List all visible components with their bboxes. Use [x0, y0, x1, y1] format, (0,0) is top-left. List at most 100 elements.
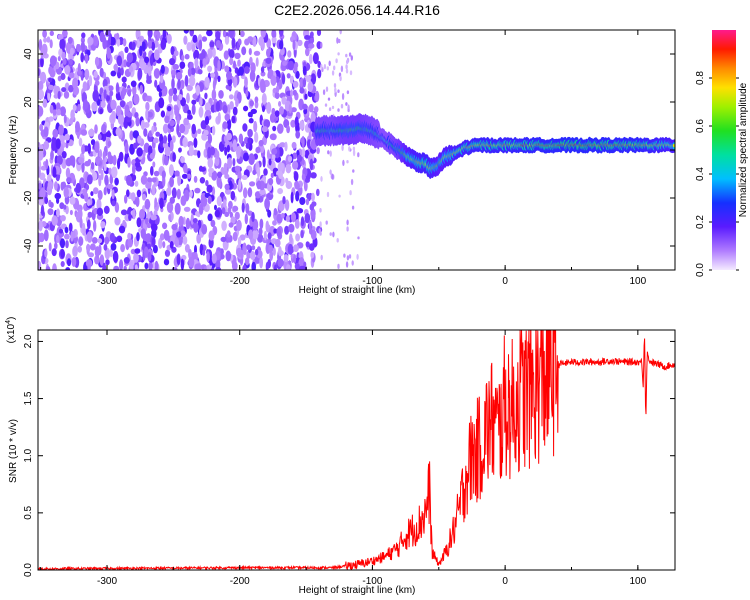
spectrogram-noise-cell: [221, 220, 227, 231]
spectrogram-noise-cell: [232, 106, 238, 116]
spectrogram-noise-cell: [337, 52, 340, 56]
spectrogram-noise-cell: [117, 72, 121, 79]
x-tick-label: -200: [230, 276, 250, 287]
spectrogram-noise-cell: [54, 192, 62, 200]
colorbar-tick-label: 0.4: [695, 167, 706, 181]
spectrogram-noise-cell: [45, 158, 49, 170]
spectrogram-noise-cell: [120, 209, 128, 216]
spectrogram-noise-cell: [188, 257, 195, 268]
spectrogram-noise-cell: [217, 59, 221, 72]
spectrogram-noise-cell: [151, 125, 155, 135]
spectrogram-noise-cell: [43, 126, 49, 138]
spectrogram-noise-cell: [47, 91, 51, 102]
spectrogram-noise-cell: [252, 218, 259, 231]
spectrogram-noise-cell: [49, 104, 54, 114]
spectrogram-noise-cell: [38, 39, 43, 51]
spectrogram-noise-cell: [103, 187, 107, 196]
spectrogram-noise-cell: [267, 232, 272, 240]
spectrogram-noise-cell: [350, 55, 353, 61]
spectrogram-noise-cell: [63, 91, 70, 99]
spectrogram-noise-cell: [80, 129, 88, 136]
spectrogram-noise-cell: [240, 249, 244, 260]
spectrogram-noise-cell: [132, 208, 136, 220]
spectrogram-noise-cell: [91, 237, 98, 244]
spectrogram-noise-cell: [103, 243, 108, 251]
spectrogram-noise-cell: [153, 170, 160, 177]
spectrogram-noise-cell: [151, 41, 156, 51]
spectrogram-noise-cell: [179, 230, 186, 238]
spectrogram-noise-cell: [62, 30, 68, 37]
spectrogram-noise-cell: [340, 65, 344, 73]
spectrogram-noise-cell: [265, 220, 270, 233]
spectrogram-noise-cell: [150, 166, 154, 176]
spectrogram-noise-cell: [77, 103, 81, 112]
spectrogram-noise-cell: [248, 153, 255, 166]
spectrogram-noise-cell: [132, 130, 139, 139]
spectrogram-noise-cell: [245, 89, 249, 97]
spectrogram-noise-cell: [238, 133, 244, 144]
spectrogram-noise-cell: [262, 156, 266, 168]
spectrogram-noise-cell: [198, 53, 204, 61]
spectrogram-noise-cell: [211, 89, 217, 101]
spectrogram-noise-cell: [183, 117, 190, 126]
spectrogram-noise-cell: [51, 139, 56, 152]
spectrogram-noise-cell: [294, 182, 300, 190]
spectrogram-noise-cell: [158, 97, 165, 109]
spectrogram-noise-cell: [160, 110, 166, 118]
snr-frame: [37, 329, 676, 571]
spectrogram-noise-cell: [94, 246, 100, 258]
spectrogram-noise-cell: [349, 70, 353, 76]
spectrogram-noise-cell: [59, 202, 65, 210]
spectrogram-noise-cell: [345, 68, 349, 74]
spectrogram-noise-cell: [305, 241, 310, 248]
spectrogram-noise-cell: [248, 118, 254, 124]
spectrogram-noise-cell: [162, 135, 168, 144]
spectrogram-noise-cell: [224, 113, 230, 122]
spectrogram-noise-cell: [348, 254, 352, 259]
spectrogram-noise-cell: [47, 180, 54, 190]
spectrogram-noise-cell: [43, 37, 48, 43]
spectrogram-noise-cell: [38, 89, 45, 100]
spectrogram-noise-cell: [52, 109, 57, 116]
spectrogram-noise-cell: [40, 165, 47, 171]
spectrogram-noise-cell: [39, 187, 46, 199]
spectrogram-noise-cell: [87, 143, 91, 155]
spectrogram-noise-cell: [108, 35, 112, 46]
spectrogram-noise-cell: [49, 30, 54, 36]
colorbar-label: Normalized spectral amplitude: [738, 82, 749, 217]
spectrogram-noise-cell: [351, 260, 354, 266]
spectrogram-noise-cell: [229, 211, 234, 219]
spectrogram-noise-cell: [128, 213, 132, 222]
spectrogram-noise-cell: [201, 224, 208, 235]
spectrogram-noise-cell: [79, 217, 83, 229]
spectrogram-noise-cell: [320, 176, 323, 182]
spectrogram-noise-cell: [271, 107, 276, 116]
spectrogram-noise-cell: [292, 152, 298, 160]
spectrogram-noise-cell: [215, 31, 221, 40]
spectrogram-noise-cell: [297, 39, 303, 47]
spectrogram-noise-cell: [293, 171, 299, 182]
spectrogram-noise-cell: [265, 57, 272, 64]
spectrogram-noise-cell: [93, 70, 98, 79]
spectrogram-noise-cell: [278, 101, 282, 107]
spectrogram-noise-cell: [162, 123, 169, 134]
spectrogram-noise-cell: [39, 123, 44, 132]
spectrogram-noise-cell: [338, 194, 341, 198]
spectrogram-noise-cell: [128, 65, 134, 73]
spectrogram-noise-cell: [56, 197, 60, 204]
spectrogram-noise-cell: [316, 30, 322, 36]
spectrogram-noise-cell: [47, 174, 52, 183]
spectrogram-noise-cell: [147, 145, 153, 156]
spectrogram-noise-cell: [226, 144, 230, 153]
spectrogram-noise-cell: [261, 126, 268, 133]
spectrogram-noise-cell: [218, 90, 224, 99]
spectrogram-noise-cell: [281, 73, 286, 85]
spectrogram-noise-cell: [182, 136, 188, 148]
spectrogram-noise-cell: [232, 158, 236, 167]
spectrogram-noise-cell: [108, 85, 114, 92]
spectrogram-noise-cell: [290, 77, 294, 84]
spectrogram-noise-cell: [99, 67, 104, 78]
spectrogram-noise-cell: [91, 101, 98, 112]
spectrogram-noise-cell: [154, 197, 158, 208]
spectrogram-noise-cell: [169, 241, 174, 249]
